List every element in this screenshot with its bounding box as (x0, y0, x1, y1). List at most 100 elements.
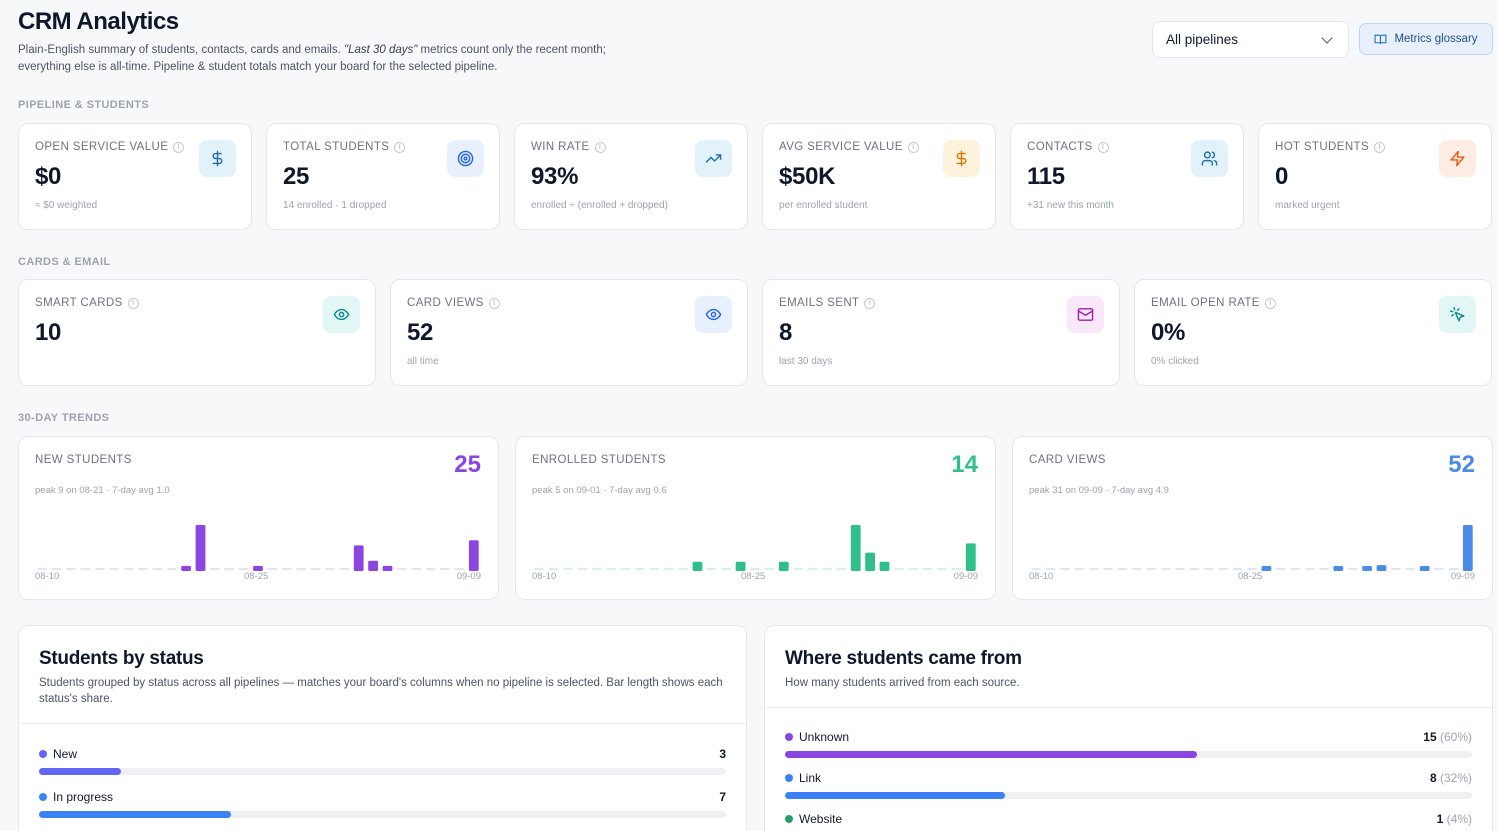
trend-bar[interactable] (778, 561, 789, 571)
trend-bar[interactable] (1419, 566, 1430, 571)
trend-axis-end: 09-09 (1450, 571, 1475, 582)
trend-bar (310, 568, 321, 570)
trend-peak: peak 5 on 09-01 · 7-day avg 0.6 (532, 485, 667, 496)
status-row[interactable]: New 3 (39, 747, 726, 775)
trend-bar[interactable] (253, 565, 263, 571)
trend-bar (577, 568, 588, 570)
trend-bar (1391, 568, 1401, 570)
page-title: CRM Analytics (18, 8, 179, 35)
eye-icon (323, 296, 360, 333)
source-name: Unknown (799, 730, 850, 744)
trend-bar[interactable] (735, 561, 746, 571)
kpi-value: 0% (1151, 319, 1186, 346)
trend-bar (238, 568, 249, 570)
info-icon[interactable]: i (488, 297, 500, 309)
trend-bar (620, 568, 631, 570)
trend-bar (1132, 568, 1142, 570)
info-icon[interactable]: i (864, 297, 876, 309)
trend-axis-end: 09-09 (953, 571, 978, 582)
kpi-subtext: all time (407, 356, 439, 367)
trend-total: 25 (454, 451, 481, 478)
trend-bar[interactable] (879, 561, 890, 571)
trend-bar (1218, 568, 1229, 570)
status-row[interactable]: In progress 7 (39, 790, 726, 818)
status-count: 7 (719, 790, 726, 804)
trend-bar (209, 568, 220, 570)
trend-bar (678, 568, 688, 570)
users-icon (1191, 140, 1228, 177)
trend-sparkbars (1031, 525, 1473, 571)
trend-bar[interactable] (1333, 566, 1344, 571)
trend-bar[interactable] (1462, 525, 1473, 571)
dollar-icon (943, 140, 980, 177)
kpi-value: 52 (407, 319, 434, 346)
trend-axis-mid: 08-25 (244, 571, 269, 582)
eye-icon (695, 296, 732, 333)
trend-bar[interactable] (195, 525, 206, 571)
info-icon[interactable]: i (1264, 297, 1276, 309)
trend-bar[interactable] (1362, 566, 1372, 571)
trend-bar (1232, 568, 1243, 570)
trend-bar (454, 568, 465, 570)
trend-axis-start: 08-10 (532, 571, 557, 582)
panel-title: Students by status (39, 648, 204, 669)
trend-bar (152, 568, 163, 570)
divider (19, 723, 746, 724)
status-dot (39, 793, 47, 801)
kpi-label: AVG SERVICE VALUE i (779, 141, 919, 153)
trend-bar[interactable] (368, 560, 378, 571)
trend-bar (425, 568, 436, 570)
trend-bar (591, 568, 602, 570)
kpi-value: 25 (283, 163, 310, 190)
source-name: Link (799, 771, 822, 785)
info-icon[interactable]: i (127, 297, 139, 309)
metrics-glossary-label: Metrics glossary (1394, 33, 1478, 45)
status-dot (39, 750, 47, 758)
kpi-label: HOT STUDENTS i (1275, 141, 1386, 153)
trend-bar (807, 568, 818, 570)
info-icon[interactable]: i (394, 141, 406, 153)
source-bar-track (785, 792, 1472, 799)
trend-bar (635, 568, 645, 570)
trend-bar (94, 568, 105, 570)
kpi-label: TOTAL STUDENTS i (283, 141, 406, 153)
trend-bar (793, 568, 804, 570)
dollar-icon (199, 140, 236, 177)
source-row[interactable]: Link 8 (32%) (785, 771, 1472, 799)
trend-bar[interactable] (692, 561, 703, 571)
source-name: Website (799, 812, 843, 826)
trend-bar[interactable] (468, 540, 479, 571)
status-bar-track (39, 811, 726, 818)
metrics-glossary-button[interactable]: Metrics glossary (1359, 23, 1493, 55)
trend-bar[interactable] (353, 545, 364, 571)
kpi-subtext: last 30 days (779, 356, 833, 367)
kpi-label: OPEN SERVICE VALUE i (35, 141, 185, 153)
trend-bar[interactable] (1261, 566, 1272, 571)
trend-bar (281, 568, 292, 570)
trend-label: NEW STUDENTS (35, 454, 132, 466)
kpi-subtext: 0% clicked (1151, 356, 1199, 367)
student-sources-panel: Where students came from How many studen… (764, 625, 1493, 831)
trend-bar (908, 568, 919, 570)
info-icon[interactable]: i (594, 141, 606, 153)
trend-bar (1074, 568, 1085, 570)
trend-bar[interactable] (1376, 565, 1387, 571)
trend-bar (1347, 568, 1358, 570)
info-icon[interactable]: i (173, 141, 185, 153)
kpi-subtext: enrolled ÷ (enrolled + dropped) (531, 200, 668, 211)
pipeline-select[interactable]: All pipelines (1152, 21, 1349, 58)
kpi-value: 93% (531, 163, 579, 190)
kpi-value: 8 (779, 319, 793, 346)
trend-bar[interactable] (850, 525, 861, 571)
trend-bar (1434, 568, 1444, 570)
info-icon[interactable]: i (1374, 141, 1386, 153)
trend-bar[interactable] (382, 565, 393, 571)
info-icon[interactable]: i (907, 141, 919, 153)
trend-bar[interactable] (965, 543, 976, 571)
source-row[interactable]: Unknown 15 (60%) (785, 730, 1472, 758)
trend-bar (1203, 568, 1214, 570)
trend-bar[interactable] (865, 552, 875, 571)
info-icon[interactable]: i (1097, 141, 1109, 153)
trend-bar[interactable] (181, 565, 191, 571)
source-row[interactable]: Website 1 (4%) (785, 812, 1472, 831)
